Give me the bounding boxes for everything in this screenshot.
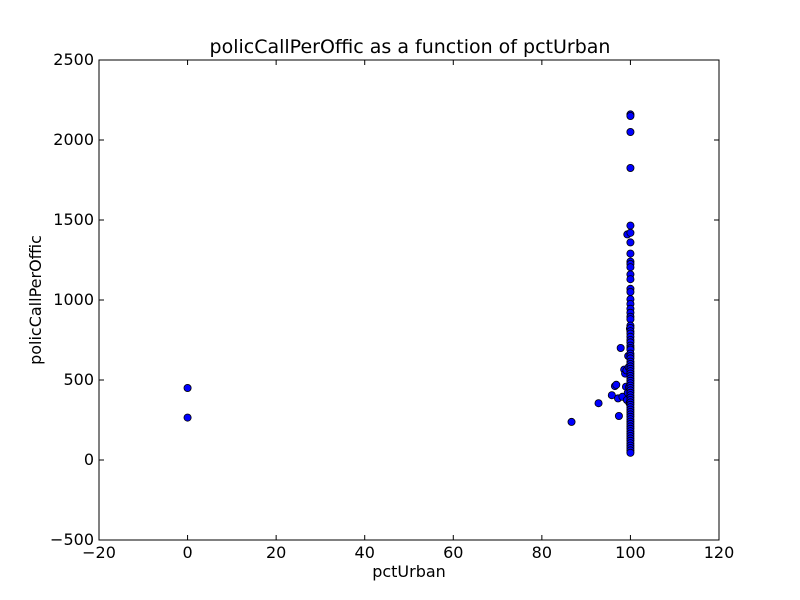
data-point	[626, 448, 635, 457]
x-tick-label: 40	[355, 543, 375, 562]
x-tick-label: 0	[182, 543, 192, 562]
data-point	[626, 287, 635, 296]
x-tick-label: 120	[704, 543, 735, 562]
data-point	[183, 413, 192, 422]
data-point	[626, 163, 635, 172]
axis-ticks: −20 0 20 40 60 80 100 120 −500 0 500 1000 1500 2000 25…	[50, 50, 734, 562]
y-tick-label: 2500	[53, 50, 94, 69]
data-point	[626, 249, 635, 258]
data-points	[183, 110, 635, 457]
data-point	[626, 275, 635, 284]
data-point	[626, 228, 635, 237]
y-tick-label: 1000	[53, 290, 94, 309]
y-tick-label: 2000	[53, 130, 94, 149]
data-point	[183, 383, 192, 392]
x-tick-label: 80	[532, 543, 552, 562]
plot-area	[98, 59, 720, 541]
y-tick-label: 1500	[53, 210, 94, 229]
data-point	[612, 380, 621, 389]
data-point	[626, 112, 635, 121]
y-tick-label: 500	[63, 370, 94, 389]
data-point	[614, 411, 623, 420]
data-point	[626, 127, 635, 136]
data-point	[626, 263, 635, 272]
x-tick-label: −20	[82, 543, 116, 562]
y-tick-label: −500	[50, 530, 94, 549]
x-tick-label: 60	[443, 543, 463, 562]
data-point	[616, 343, 625, 352]
data-point	[626, 238, 635, 247]
x-axis-label: pctUrban	[372, 562, 446, 581]
y-axis-label: policCallPerOffic	[26, 235, 45, 365]
x-tick-label: 100	[615, 543, 646, 562]
x-tick-label: 20	[266, 543, 286, 562]
data-point	[567, 417, 576, 426]
chart-title: policCallPerOffic as a function of pctUr…	[210, 36, 611, 58]
data-point	[626, 221, 635, 230]
y-tick-label: 0	[84, 450, 94, 469]
data-point	[594, 399, 603, 408]
data-point	[607, 391, 616, 400]
